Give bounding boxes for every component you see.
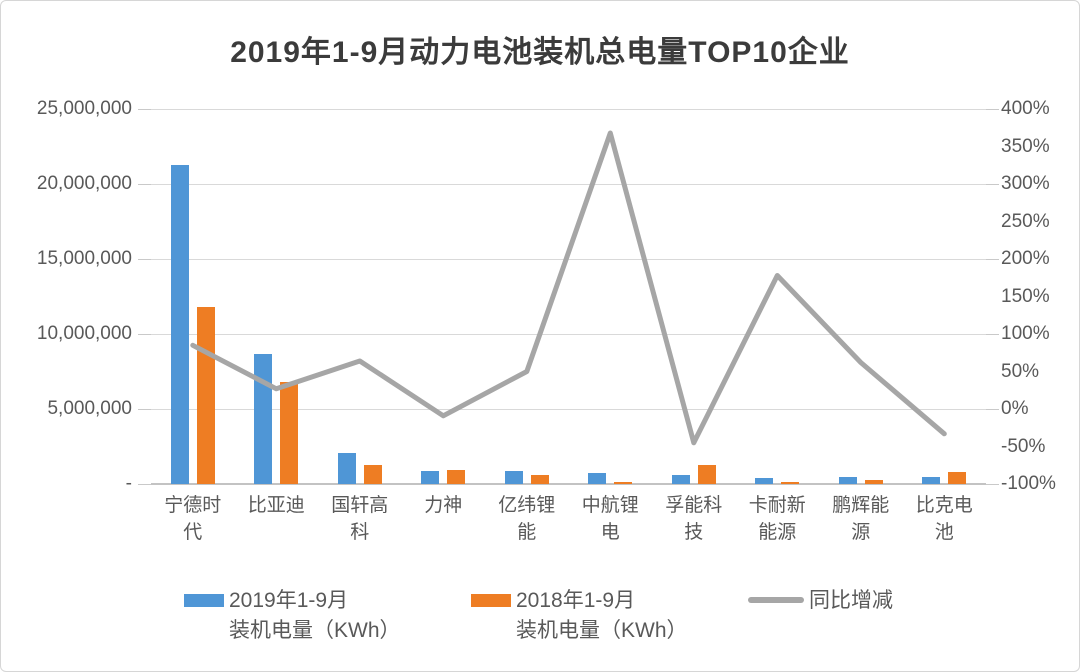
x-axis-category-label: 比亚迪 bbox=[247, 495, 305, 516]
bar-2018 bbox=[864, 479, 883, 484]
x-axis-category-label: 卡耐新能源 bbox=[748, 495, 806, 543]
bar-2019 bbox=[337, 452, 356, 484]
left-axis-tick bbox=[138, 484, 151, 485]
x-axis-category-label: 鹏辉能源 bbox=[832, 495, 890, 543]
left-axis-tick-label: 15,000,000 bbox=[36, 248, 132, 269]
right-axis-tick-label: 400% bbox=[1001, 98, 1050, 119]
legend-item-2019: 2019年1-9月 装机电量（KWh） bbox=[184, 586, 401, 646]
left-axis-tick bbox=[138, 184, 151, 185]
left-axis-tick-label: 20,000,000 bbox=[36, 173, 132, 194]
bar-2019 bbox=[421, 471, 440, 484]
x-axis-category-label: 国轩高科 bbox=[331, 495, 389, 543]
legend-item-2018: 2018年1-9月 装机电量（KWh） bbox=[471, 586, 688, 646]
right-axis-tick-label: 300% bbox=[1001, 173, 1050, 194]
right-axis-tick-label: -100% bbox=[1001, 473, 1056, 494]
legend-swatch-2018-bar bbox=[471, 594, 511, 607]
x-axis-category-label: 中航锂电 bbox=[581, 495, 639, 543]
gridline bbox=[151, 109, 986, 110]
bar-2019 bbox=[838, 477, 857, 484]
legend-item-growth: 同比增减 bbox=[748, 586, 893, 616]
left-axis-tick-label: 5,000,000 bbox=[47, 398, 132, 419]
right-axis-tick-label: 200% bbox=[1001, 248, 1050, 269]
bar-2018 bbox=[280, 382, 299, 484]
x-axis-category-label: 孚能科技 bbox=[665, 495, 723, 543]
x-axis-category-label: 亿纬锂能 bbox=[498, 495, 556, 543]
legend-label-growth: 同比增减 bbox=[809, 589, 893, 612]
right-axis-tick-label: 250% bbox=[1001, 210, 1050, 232]
chart-title: 2019年1-9月动力电池装机总电量TOP10企业 bbox=[230, 36, 850, 69]
bar-2018 bbox=[363, 464, 382, 484]
legend-swatch-2019-bar bbox=[184, 594, 224, 607]
bar-2019 bbox=[170, 164, 189, 484]
bar-2018 bbox=[530, 475, 549, 484]
left-axis-tick bbox=[138, 259, 151, 260]
left-axis-tick-label: 10,000,000 bbox=[36, 323, 132, 344]
bar-2018 bbox=[614, 481, 633, 484]
right-axis-tick bbox=[986, 184, 999, 185]
legend-label-2019: 2019年1-9月 装机电量（KWh） bbox=[229, 589, 401, 642]
bar-2018 bbox=[781, 481, 800, 484]
right-axis-tick bbox=[986, 109, 999, 110]
bar-2019 bbox=[504, 470, 523, 484]
gridline bbox=[151, 334, 986, 335]
right-axis-tick-label: 50% bbox=[1001, 360, 1040, 382]
left-axis-tick bbox=[138, 409, 151, 410]
bar-2019 bbox=[671, 475, 690, 484]
right-axis-tick bbox=[986, 334, 999, 335]
x-axis-line bbox=[151, 483, 986, 485]
right-axis-tick bbox=[986, 484, 999, 485]
right-axis-tick-label: -50% bbox=[1001, 435, 1046, 457]
x-axis-category-label: 宁德时代 bbox=[164, 495, 222, 543]
bar-2019 bbox=[922, 476, 941, 484]
left-axis-tick-label: 25,000,000 bbox=[36, 98, 132, 119]
right-axis-tick-label: 350% bbox=[1001, 135, 1050, 157]
x-axis-category-label: 比克电池 bbox=[915, 495, 973, 543]
growth-line bbox=[190, 130, 947, 446]
right-axis-tick bbox=[986, 259, 999, 260]
right-axis-tick-label: 150% bbox=[1001, 285, 1050, 307]
x-axis-category-label: 力神 bbox=[424, 495, 463, 516]
right-axis-tick-label: 0% bbox=[1001, 398, 1029, 419]
left-axis-tick-label: - bbox=[125, 473, 132, 494]
left-axis-tick bbox=[138, 109, 151, 110]
bar-2019 bbox=[755, 477, 774, 484]
bar-2018 bbox=[697, 464, 716, 484]
bar-2019 bbox=[588, 473, 607, 484]
gridline bbox=[151, 409, 986, 410]
bar-2018 bbox=[447, 469, 466, 484]
gridline bbox=[151, 184, 986, 185]
left-axis-tick bbox=[138, 334, 151, 335]
bar-2018 bbox=[948, 471, 967, 484]
right-axis-tick bbox=[986, 409, 999, 410]
legend-swatch-growth-line bbox=[748, 597, 804, 603]
right-axis-tick-label: 100% bbox=[1001, 323, 1050, 344]
legend-label-2018: 2018年1-9月 装机电量（KWh） bbox=[516, 589, 688, 642]
